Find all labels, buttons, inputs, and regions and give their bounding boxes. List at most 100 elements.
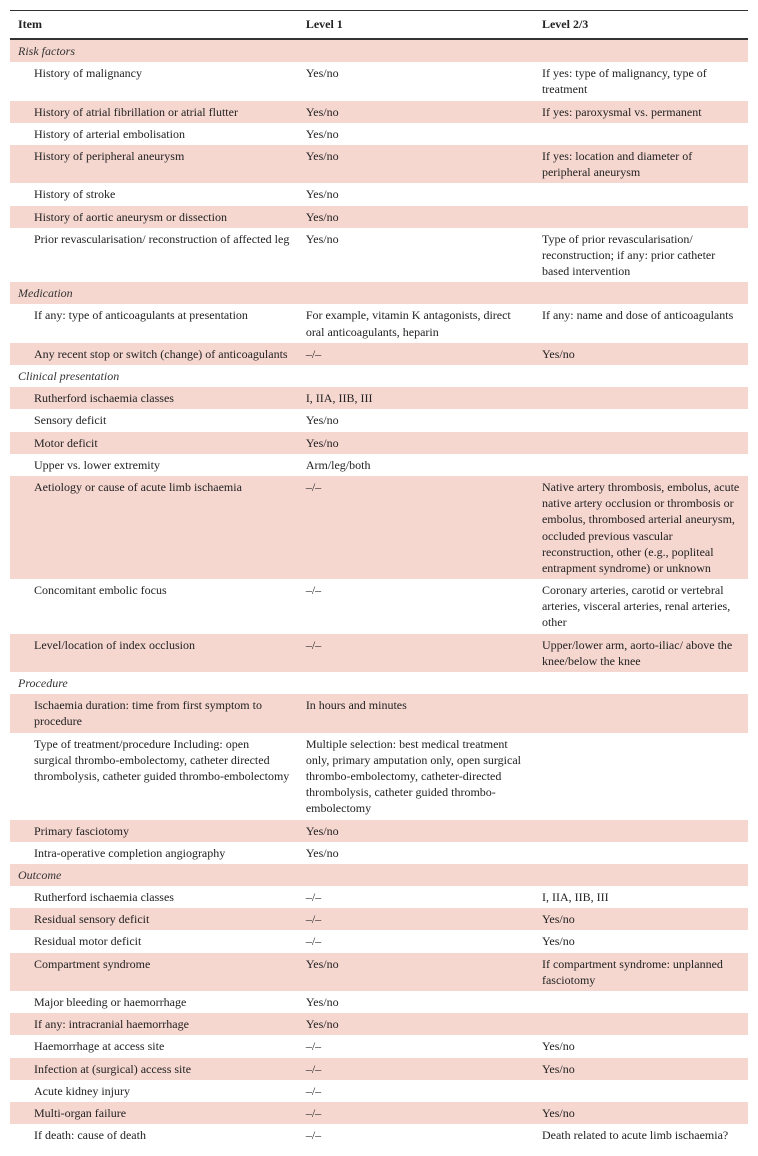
table-row: Upper vs. lower extremityArm/leg/both [10, 454, 748, 476]
table-row: History of arterial embolisationYes/no [10, 123, 748, 145]
cell-level23: If any: name and dose of anticoagulants [534, 304, 748, 342]
cell-level1: Yes/no [298, 409, 534, 431]
cell-level1: Yes/no [298, 206, 534, 228]
table-body: Risk factorsHistory of malignancyYes/noI… [10, 39, 748, 1146]
cell-level23: Type of prior revascularisation/ reconst… [534, 228, 748, 283]
cell-item: Ischaemia duration: time from first symp… [10, 694, 298, 732]
cell-item: Motor deficit [10, 432, 298, 454]
cell-item: Major bleeding or haemorrhage [10, 991, 298, 1013]
cell-item: Residual sensory deficit [10, 908, 298, 930]
table-row: Sensory deficitYes/no [10, 409, 748, 431]
cell-item: Intra-operative completion angiography [10, 842, 298, 864]
section-header: Clinical presentation [10, 365, 748, 387]
table-row: Motor deficitYes/no [10, 432, 748, 454]
cell-item: Rutherford ischaemia classes [10, 886, 298, 908]
section-header: Medication [10, 282, 748, 304]
cell-item: Upper vs. lower extremity [10, 454, 298, 476]
table-row: History of strokeYes/no [10, 183, 748, 205]
cell-level1: Yes/no [298, 145, 534, 183]
table-row: If death: cause of death–/–Death related… [10, 1124, 748, 1146]
cell-level23: Native artery thrombosis, embolus, acute… [534, 476, 748, 579]
section-header-row: Outcome [10, 864, 748, 886]
cell-level1: Yes/no [298, 842, 534, 864]
table-header-row: Item Level 1 Level 2/3 [10, 11, 748, 40]
cell-item: History of peripheral aneurysm [10, 145, 298, 183]
cell-item: Rutherford ischaemia classes [10, 387, 298, 409]
section-header-row: Risk factors [10, 39, 748, 62]
cell-item: Level/location of index occlusion [10, 634, 298, 672]
cell-level1: Yes/no [298, 820, 534, 842]
table-row: Acute kidney injury–/– [10, 1080, 748, 1102]
cell-level1: –/– [298, 1035, 534, 1057]
table-row: Rutherford ischaemia classesI, IIA, IIB,… [10, 387, 748, 409]
table-row: If any: type of anticoagulants at presen… [10, 304, 748, 342]
cell-item: Prior revascularisation/ reconstruction … [10, 228, 298, 283]
cell-level23 [534, 454, 748, 476]
table-row: Any recent stop or switch (change) of an… [10, 343, 748, 365]
cell-item: History of atrial fibrillation or atrial… [10, 101, 298, 123]
cell-level1: Yes/no [298, 183, 534, 205]
cell-level1: –/– [298, 343, 534, 365]
table-row: Primary fasciotomyYes/no [10, 820, 748, 842]
cell-level1: In hours and minutes [298, 694, 534, 732]
cell-level23 [534, 820, 748, 842]
cell-level1: –/– [298, 908, 534, 930]
cell-item: Sensory deficit [10, 409, 298, 431]
cell-level1: Yes/no [298, 991, 534, 1013]
cell-level23: If compartment syndrome: unplanned fasci… [534, 953, 748, 991]
table-row: Major bleeding or haemorrhageYes/no [10, 991, 748, 1013]
cell-level1: Yes/no [298, 228, 534, 283]
cell-level23: Yes/no [534, 1058, 748, 1080]
cell-level1: Yes/no [298, 432, 534, 454]
cell-item: Type of treatment/procedure Including: o… [10, 733, 298, 820]
cell-level23 [534, 432, 748, 454]
section-header: Risk factors [10, 39, 748, 62]
table-row: Haemorrhage at access site–/–Yes/no [10, 1035, 748, 1057]
section-header: Procedure [10, 672, 748, 694]
table-row: Rutherford ischaemia classes–/–I, IIA, I… [10, 886, 748, 908]
cell-level23: Yes/no [534, 930, 748, 952]
cell-item: If any: type of anticoagulants at presen… [10, 304, 298, 342]
table-row: History of aortic aneurysm or dissection… [10, 206, 748, 228]
cell-level23: Upper/lower arm, aorto-iliac/ above the … [534, 634, 748, 672]
table-row: History of malignancyYes/noIf yes: type … [10, 62, 748, 100]
cell-level23 [534, 183, 748, 205]
cell-level1: Yes/no [298, 953, 534, 991]
cell-level1: I, IIA, IIB, III [298, 387, 534, 409]
col-header-level23: Level 2/3 [534, 11, 748, 40]
table-row: Type of treatment/procedure Including: o… [10, 733, 748, 820]
table-row: Intra-operative completion angiographyYe… [10, 842, 748, 864]
cell-item: If any: intracranial haemorrhage [10, 1013, 298, 1035]
cell-level23 [534, 123, 748, 145]
section-header-row: Clinical presentation [10, 365, 748, 387]
cell-level1: –/– [298, 1102, 534, 1124]
section-header-row: Procedure [10, 672, 748, 694]
cell-level1: –/– [298, 476, 534, 579]
cell-level1: –/– [298, 1124, 534, 1146]
table-row: Aetiology or cause of acute limb ischaem… [10, 476, 748, 579]
table-row: Prior revascularisation/ reconstruction … [10, 228, 748, 283]
cell-level1: Arm/leg/both [298, 454, 534, 476]
col-header-item: Item [10, 11, 298, 40]
cell-level23: If yes: location and diameter of periphe… [534, 145, 748, 183]
cell-level23: Yes/no [534, 1102, 748, 1124]
section-header-row: Medication [10, 282, 748, 304]
cell-level1: –/– [298, 1058, 534, 1080]
cell-level23 [534, 1080, 748, 1102]
table-row: Compartment syndromeYes/noIf compartment… [10, 953, 748, 991]
cell-level1: Multiple selection: best medical treatme… [298, 733, 534, 820]
cell-item: Residual motor deficit [10, 930, 298, 952]
table-row: Multi-organ failure–/–Yes/no [10, 1102, 748, 1124]
cell-level23: Yes/no [534, 343, 748, 365]
col-header-level1: Level 1 [298, 11, 534, 40]
cell-level23 [534, 733, 748, 820]
cell-level1: For example, vitamin K antagonists, dire… [298, 304, 534, 342]
table-row: Infection at (surgical) access site–/–Ye… [10, 1058, 748, 1080]
cell-item: Any recent stop or switch (change) of an… [10, 343, 298, 365]
cell-level1: –/– [298, 579, 534, 634]
table-row: Ischaemia duration: time from first symp… [10, 694, 748, 732]
cell-level23: If yes: paroxysmal vs. permanent [534, 101, 748, 123]
cell-item: History of malignancy [10, 62, 298, 100]
cell-item: Haemorrhage at access site [10, 1035, 298, 1057]
table-row: Residual motor deficit–/–Yes/no [10, 930, 748, 952]
